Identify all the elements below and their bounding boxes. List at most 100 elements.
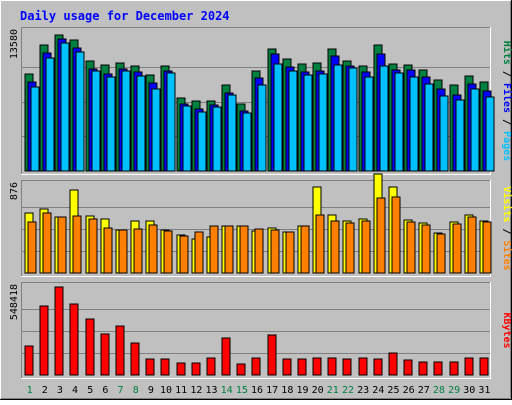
chart-title: Daily usage for December 2024	[20, 9, 230, 23]
bar-sites-day-1	[27, 221, 37, 274]
bar-pages-day-15	[242, 112, 252, 172]
bar-kbytes-day-23	[358, 357, 368, 376]
series-pages	[30, 42, 495, 172]
bar-pages-day-14	[227, 94, 237, 172]
bar-pages-day-9	[151, 88, 161, 172]
bar-pages-day-22	[348, 67, 358, 172]
bar-pages-day-2	[45, 57, 55, 172]
day-label-8: 8	[133, 385, 139, 396]
bar-pages-day-4	[75, 51, 85, 172]
bar-sites-day-5	[88, 218, 98, 274]
bar-sites-day-14	[224, 225, 234, 274]
bar-kbytes-day-11	[176, 362, 186, 376]
bar-kbytes-day-8	[130, 342, 140, 376]
series-sites	[27, 196, 492, 274]
bar-sites-day-25	[391, 196, 401, 274]
day-label-10: 10	[160, 385, 172, 396]
day-label-9: 9	[148, 385, 154, 396]
legend-item-kbytes: KBytes	[501, 312, 512, 348]
bar-sites-day-12	[194, 231, 204, 274]
bar-pages-day-13	[212, 106, 222, 172]
bar-kbytes-day-28	[433, 361, 443, 376]
day-label-26: 26	[403, 385, 415, 396]
panel-visits: 876 Visits / Sites	[9, 173, 512, 277]
bar-sites-day-26	[406, 221, 416, 274]
day-label-12: 12	[190, 385, 202, 396]
bar-sites-day-31	[482, 221, 492, 274]
day-label-11: 11	[175, 385, 187, 396]
legend-separator: /	[501, 113, 512, 131]
bar-sites-day-11	[179, 235, 189, 274]
day-label-3: 3	[57, 385, 63, 396]
legend-item-hits: Hits	[501, 41, 512, 65]
day-label-13: 13	[205, 385, 217, 396]
panel-hits: 13580 Hits / Files / Pages	[9, 27, 512, 175]
bar-pages-day-12	[197, 111, 207, 172]
bar-kbytes-day-22	[342, 358, 352, 376]
bar-kbytes-day-15	[236, 363, 246, 376]
bar-pages-day-10	[166, 72, 176, 172]
bar-pages-day-18	[288, 70, 298, 172]
bar-pages-day-11	[182, 105, 192, 172]
bar-sites-day-27	[421, 224, 431, 274]
bar-sites-day-16	[254, 228, 264, 274]
bar-pages-day-16	[257, 84, 267, 172]
bar-kbytes-day-31	[479, 357, 489, 376]
bar-pages-day-19	[303, 74, 313, 172]
bar-pages-day-21	[333, 64, 343, 172]
bar-pages-day-8	[136, 75, 146, 172]
day-label-4: 4	[72, 385, 78, 396]
bar-pages-day-6	[106, 76, 116, 172]
day-label-20: 20	[312, 385, 324, 396]
bar-kbytes-day-27	[418, 361, 428, 376]
bar-kbytes-day-24	[373, 358, 383, 376]
legend-item-sites: Sites	[501, 241, 512, 271]
bar-sites-day-24	[376, 197, 386, 274]
day-label-28: 28	[433, 385, 445, 396]
bar-sites-day-30	[467, 216, 477, 274]
bar-kbytes-day-4	[69, 303, 79, 376]
bar-sites-day-29	[452, 223, 462, 274]
legend-kbytes: KBytes	[501, 312, 512, 348]
bar-kbytes-day-2	[39, 305, 49, 376]
bar-pages-day-17	[273, 63, 283, 172]
day-label-31: 31	[478, 385, 490, 396]
bar-sites-day-21	[330, 220, 340, 274]
day-label-24: 24	[372, 385, 384, 396]
bar-sites-day-23	[361, 220, 371, 274]
day-label-2: 2	[42, 385, 48, 396]
bar-kbytes-day-14	[221, 337, 231, 376]
day-label-16: 16	[251, 385, 263, 396]
bar-pages-day-7	[121, 70, 131, 172]
bar-pages-day-31	[485, 96, 495, 172]
bar-sites-day-6	[103, 227, 113, 274]
day-label-22: 22	[342, 385, 354, 396]
day-label-25: 25	[387, 385, 399, 396]
bar-sites-day-17	[270, 229, 280, 274]
bar-sites-day-19	[300, 225, 310, 274]
x-axis-day-labels: 1 2 3 4 5 6 7 8 9 10 11 12 13 14 15 16 17 18 19 20 21 22 23 24 2…	[27, 385, 491, 396]
legend-separator: /	[501, 65, 512, 83]
bar-pages-day-25	[394, 72, 404, 172]
bar-pages-day-27	[424, 83, 434, 172]
chart-panels: 13580 Hits / Files / Pages 876 Visits / Sit…	[9, 27, 512, 379]
bar-sites-day-28	[436, 233, 446, 274]
bar-sites-day-10	[163, 230, 173, 274]
bar-pages-day-23	[364, 76, 374, 172]
y-max-label-visits: 876	[9, 182, 20, 200]
day-label-27: 27	[418, 385, 430, 396]
day-label-29: 29	[448, 385, 460, 396]
bar-pages-day-26	[409, 76, 419, 172]
legend-separator: /	[501, 222, 512, 240]
bar-pages-day-24	[379, 65, 389, 172]
bar-pages-day-1	[30, 86, 40, 172]
bar-sites-day-8	[133, 228, 143, 274]
bar-kbytes-day-7	[115, 325, 125, 376]
bar-sites-day-3	[57, 216, 67, 274]
bar-kbytes-day-20	[312, 357, 322, 376]
bar-kbytes-day-29	[449, 361, 459, 376]
bar-kbytes-day-17	[267, 334, 277, 376]
legend-item-pages: Pages	[501, 131, 512, 161]
bar-pages-day-20	[318, 73, 328, 172]
